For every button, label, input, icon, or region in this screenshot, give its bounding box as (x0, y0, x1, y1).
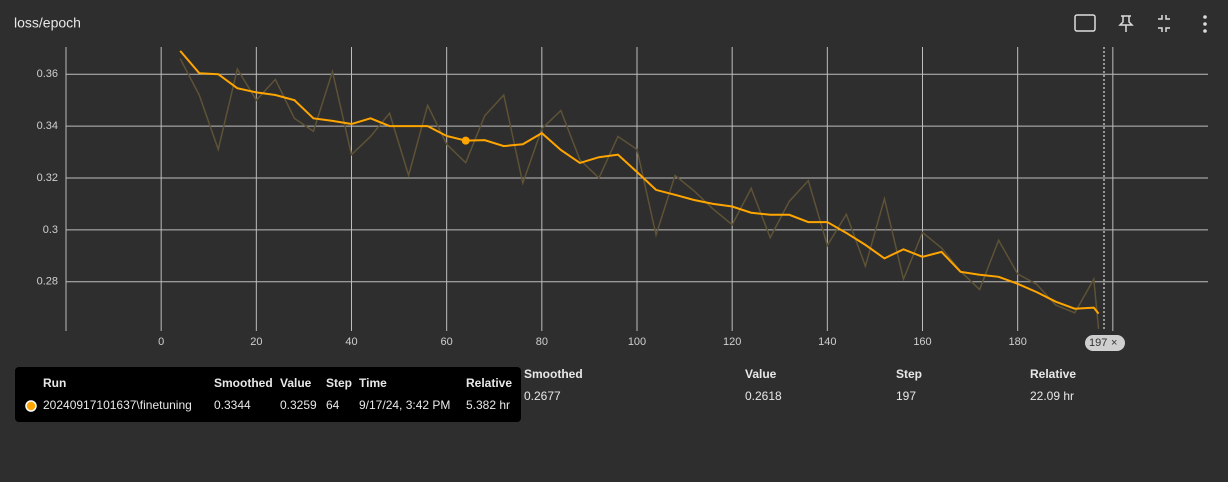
table-cell: 0.2677 (524, 389, 561, 403)
x-tick-label: 0 (158, 336, 164, 348)
x-tick-label: 40 (345, 336, 357, 348)
tooltip-cell: 9/17/24, 3:42 PM (359, 398, 450, 412)
step-badge[interactable] (1085, 335, 1125, 351)
tooltip-header: Time (359, 376, 387, 390)
y-tick-label: 0.28 (37, 276, 58, 288)
badge-close[interactable]: × (1111, 337, 1117, 349)
x-tick-label: 180 (1008, 336, 1026, 348)
y-tick-label: 0.3 (43, 224, 58, 236)
pin-icon[interactable] (1118, 15, 1134, 32)
tooltip-cell: 0.3259 (280, 398, 317, 412)
plot (179, 50, 1100, 329)
smoothed-line (179, 50, 1100, 315)
grid: 0.28 0.3 0.32 0.34 0.36 0 20 40 60 80 100 120 140 160… (37, 47, 1208, 348)
x-tick-label: 120 (723, 336, 741, 348)
table-header: Value (745, 367, 777, 381)
toolbar (1074, 14, 1170, 32)
tooltip-cell: 64 (326, 398, 340, 412)
tooltip-cell: 5.382 hr (466, 398, 510, 412)
table-header: Step (896, 367, 922, 381)
table-header: Smoothed (524, 367, 583, 381)
table-cell: 0.2618 (745, 389, 782, 403)
tooltip-cell: 20240917101637\finetuning (43, 398, 192, 412)
tooltip-header: Smoothed (214, 376, 273, 390)
x-tick-label: 160 (913, 336, 931, 348)
x-tick-label: 140 (818, 336, 836, 348)
table-cell: 197 (896, 389, 916, 403)
hover-point (461, 136, 470, 145)
collapse-icon[interactable] (1158, 15, 1170, 32)
tooltip-header: Run (43, 376, 66, 390)
tooltip-dot (25, 400, 37, 412)
fit-icon[interactable] (1074, 14, 1096, 32)
step-badge-label: 197 (1089, 337, 1107, 349)
tooltip-content: Run 20240917101637\finetuning Smoothed 0.33… (43, 376, 512, 412)
chart-title: loss/epoch (14, 15, 81, 31)
menu-icon[interactable] (1203, 15, 1207, 33)
tooltip-header: Relative (466, 376, 512, 390)
x-tick-label: 80 (536, 336, 548, 348)
tooltip-cell: 0.3344 (214, 398, 251, 412)
tooltip-header: Value (280, 376, 312, 390)
x-tick-label: 60 (441, 336, 453, 348)
tooltip (15, 367, 521, 422)
tooltip-header: Step (326, 376, 352, 390)
table-cell: 22.09 hr (1030, 389, 1074, 403)
x-tick-label: 100 (628, 336, 646, 348)
y-tick-label: 0.36 (37, 68, 58, 80)
y-tick-label: 0.32 (37, 172, 58, 184)
y-tick-label: 0.34 (37, 120, 58, 132)
x-tick-label: 20 (250, 336, 262, 348)
table-header: Relative (1030, 367, 1076, 381)
